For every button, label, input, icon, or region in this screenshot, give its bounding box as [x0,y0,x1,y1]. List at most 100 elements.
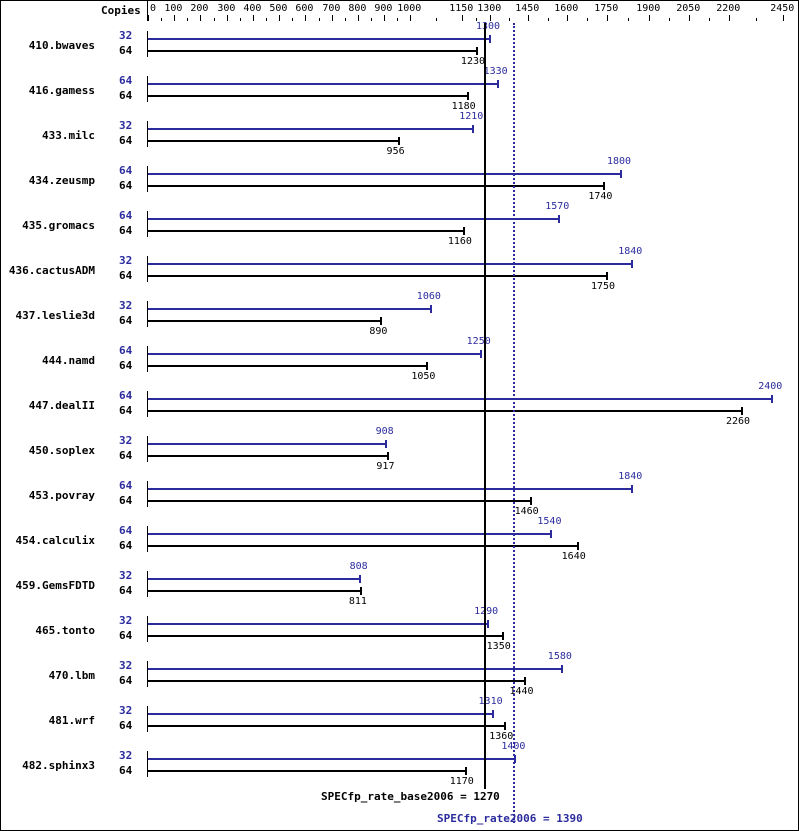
base-bar [148,725,506,727]
peak-cap [631,485,634,493]
base-copies: 64 [119,674,133,687]
base-cap [501,632,504,640]
base-bar [148,140,399,142]
base-copies: 64 [119,179,133,192]
x-tick [567,15,568,21]
base-value: 811 [348,596,367,607]
base-bar [148,680,526,682]
base-copies: 64 [119,764,133,777]
x-tick [729,15,730,21]
base-cap [504,722,507,730]
peak-value: 1300 [476,21,501,32]
base-value: 1440 [509,686,534,697]
peak-copies: 64 [119,164,133,177]
x-tick [174,15,175,21]
peak-cap [558,215,561,223]
peak-copies: 64 [119,74,133,87]
peak-value: 1840 [618,471,643,482]
x-tick-label: 400 [243,3,262,14]
base-cap [475,47,478,55]
base-bar [148,230,464,232]
x-tick [689,15,690,21]
peak-copies: 32 [119,434,133,447]
peak-cap [479,350,482,358]
row-axis [147,616,148,642]
base-bar [148,50,477,52]
base-copies: 64 [119,719,133,732]
base-cap [464,767,467,775]
peak-bar [148,578,361,580]
peak-cap [487,620,490,628]
base-copies: 64 [119,449,133,462]
x-minor-tick [397,18,398,21]
base-reference-line [484,23,487,789]
base-value: 1750 [591,281,616,292]
x-minor-tick [669,18,670,21]
base-cap [426,362,429,370]
peak-value: 1210 [459,111,484,122]
row-axis [147,481,148,507]
x-tick-label: 800 [348,3,367,14]
peak-cap [771,395,774,403]
axis-origin-line [147,1,148,21]
peak-copies: 64 [119,389,133,402]
peak-copies: 32 [119,659,133,672]
row-axis [147,121,148,147]
row-axis [147,76,148,102]
base-value: 917 [376,461,395,472]
base-copies: 64 [119,539,133,552]
row-axis [147,256,148,282]
peak-bar [148,713,493,715]
x-tick [649,15,650,21]
peak-copies: 32 [119,569,133,582]
base-value: 1170 [449,776,474,787]
x-tick [384,15,385,21]
x-minor-tick [476,18,477,21]
x-tick [528,15,529,21]
base-value: 1640 [561,551,586,562]
peak-cap [429,305,432,313]
base-bar [148,455,389,457]
x-minor-tick [292,18,293,21]
peak-cap [491,710,494,718]
peak-cap [631,260,634,268]
base-value: 1460 [514,506,539,517]
peak-cap [472,125,475,133]
base-bar [148,410,742,412]
row-axis [147,346,148,372]
x-tick [462,15,463,21]
peak-cap [514,755,517,763]
row-axis [147,526,148,552]
x-minor-tick [436,18,437,21]
peak-value: 808 [349,561,368,572]
base-cap [359,587,362,595]
peak-bar [148,308,431,310]
peak-copies: 64 [119,479,133,492]
base-value: 956 [386,146,405,157]
base-bar [148,275,607,277]
base-value: 1360 [489,731,514,742]
peak-value: 1570 [545,201,570,212]
base-bar [148,635,503,637]
benchmark-label: 437.leslie3d [15,309,95,322]
base-bar [148,590,361,592]
x-minor-tick [587,18,588,21]
benchmark-label: 447.dealII [28,399,95,412]
base-copies: 64 [119,494,133,507]
base-cap [603,182,606,190]
base-copies: 64 [119,134,133,147]
peak-cap [359,575,362,583]
x-tick [279,15,280,21]
benchmark-label: 450.soplex [28,444,95,457]
peak-bar [148,218,560,220]
base-bar [148,365,428,367]
peak-bar [148,83,498,85]
base-copies: 64 [119,224,133,237]
row-axis [147,706,148,732]
peak-reference-line [512,23,515,823]
benchmark-label: 465.tonto [35,624,95,637]
base-copies: 64 [119,44,133,57]
x-tick-label: 1600 [554,3,579,14]
x-minor-tick [213,18,215,21]
base-value: 890 [369,326,388,337]
